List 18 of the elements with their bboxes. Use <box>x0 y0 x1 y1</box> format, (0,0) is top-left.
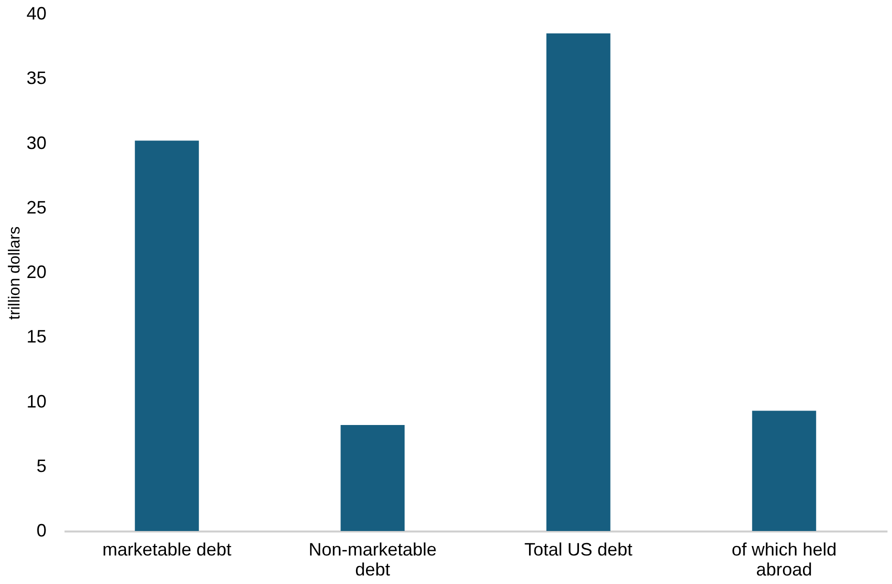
y-tick-label: 5 <box>36 456 46 476</box>
bar <box>340 425 405 531</box>
bar <box>752 410 816 531</box>
y-tick-label: 15 <box>26 326 46 347</box>
bar <box>546 33 610 531</box>
x-tick-label: Non-marketable debt <box>308 540 437 580</box>
y-tick-label: 40 <box>26 4 46 24</box>
y-tick-label: 10 <box>26 391 46 412</box>
y-tick-label: 30 <box>26 132 46 153</box>
x-tick-label: of which held abroad <box>732 540 837 580</box>
x-tick-label: Total US debt <box>524 540 632 560</box>
y-tick-label: 20 <box>26 262 46 282</box>
x-tick-label: marketable debt <box>102 540 232 560</box>
y-tick-label: 25 <box>26 197 46 218</box>
y-axis-title: trillion dollars <box>6 226 24 320</box>
y-tick-label: 35 <box>26 68 46 88</box>
bar <box>134 140 199 531</box>
y-tick-label: 0 <box>36 520 46 540</box>
